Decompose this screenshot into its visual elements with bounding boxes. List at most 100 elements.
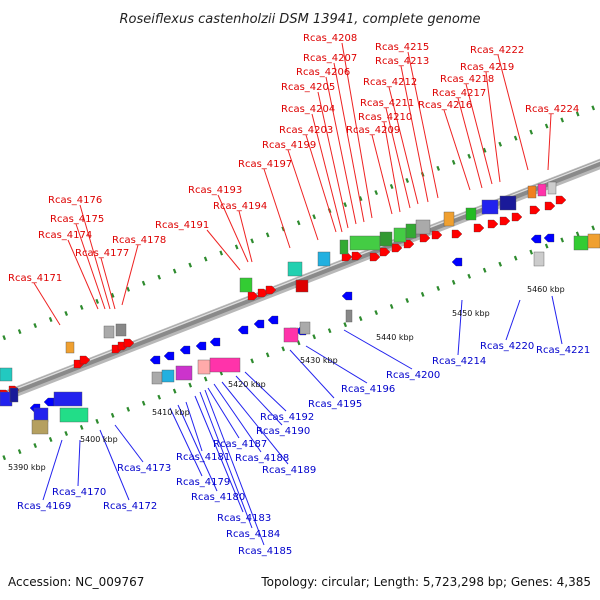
track-tick xyxy=(312,214,317,220)
track-tick xyxy=(389,304,394,310)
track-tick xyxy=(203,256,208,262)
forward-gene-arrow xyxy=(247,291,259,301)
track-tick xyxy=(250,358,255,364)
track-tick xyxy=(48,317,53,322)
gene-label: Rcas_4174 xyxy=(38,230,92,241)
gene-label: Rcas_4184 xyxy=(226,529,280,540)
track-tick xyxy=(498,261,503,267)
track-tick xyxy=(405,177,410,183)
leader-line xyxy=(199,391,253,529)
track-tick xyxy=(33,323,38,329)
scale-labels: 5390 kbp 5400 kbp 5410 kbp 5420 kbp 5430 kbp… xyxy=(8,285,565,472)
gene-label: Rcas_4194 xyxy=(213,201,267,212)
forward-gene-arrow xyxy=(403,239,415,249)
dotted-tracks xyxy=(2,105,596,461)
gene-label: Rcas_4199 xyxy=(262,140,316,151)
track-tick xyxy=(157,274,162,280)
leader-line xyxy=(244,371,287,412)
forward-gene-arrow xyxy=(529,205,541,215)
track-tick xyxy=(188,382,193,388)
leader-line xyxy=(383,121,401,213)
gene-label: Rcas_4204 xyxy=(281,104,335,115)
gene-block xyxy=(31,419,49,435)
track-tick xyxy=(591,225,596,231)
track-tick xyxy=(157,394,162,400)
gene-label: Rcas_4205 xyxy=(281,82,335,93)
leader-line xyxy=(177,404,218,492)
gene-block xyxy=(161,369,175,383)
track-tick xyxy=(126,286,131,292)
forward-gene-arrow xyxy=(391,243,403,253)
track-tick xyxy=(64,310,69,316)
track-tick xyxy=(188,262,193,268)
gene-block xyxy=(405,223,417,239)
gene-block xyxy=(317,251,331,267)
leader-line xyxy=(217,194,249,263)
track-tick xyxy=(2,455,7,461)
track-tick xyxy=(203,376,208,382)
gene-label: Rcas_4191 xyxy=(155,220,209,231)
gene-block xyxy=(103,325,115,339)
gene-label: Rcas_4203 xyxy=(279,125,333,136)
leader-line xyxy=(221,381,289,465)
track-tick xyxy=(2,335,7,341)
gene-block xyxy=(587,233,600,249)
scale-label: 5390 kbp xyxy=(8,463,46,472)
leader-line xyxy=(457,299,463,356)
forward-gene-arrow xyxy=(473,223,485,233)
reverse-gene-arrow xyxy=(267,315,279,325)
track-tick xyxy=(172,268,177,274)
leader-line xyxy=(333,62,365,223)
gene-block xyxy=(379,231,393,247)
leader-line xyxy=(79,204,111,310)
track-tick xyxy=(575,231,580,237)
reverse-gene-arrow xyxy=(543,233,555,243)
gene-label: Rcas_4221 xyxy=(536,345,590,356)
leader-line xyxy=(371,134,393,215)
reverse-gene-arrow xyxy=(149,355,161,365)
gene-label: Rcas_4219 xyxy=(460,62,514,73)
gene-label: Rcas_4180 xyxy=(191,492,245,503)
leader-line xyxy=(185,401,203,452)
gene-block xyxy=(415,219,431,235)
reverse-gene-arrow xyxy=(253,319,265,329)
leader-line xyxy=(99,429,130,501)
leader-line xyxy=(485,71,501,183)
gene-label: Rcas_4224 xyxy=(525,104,579,115)
gene-block xyxy=(295,279,309,293)
gene-block xyxy=(465,207,477,221)
track-tick xyxy=(95,418,100,424)
track-tick xyxy=(64,430,69,436)
gene-block xyxy=(0,367,13,382)
gene-label: Rcas_4172 xyxy=(103,501,157,512)
gene-block xyxy=(299,321,311,335)
forward-gene-arrow xyxy=(369,252,381,262)
leader-line xyxy=(100,257,116,310)
scale-label: 5460 kbp xyxy=(527,285,565,294)
gene-label: Rcas_4197 xyxy=(238,159,292,170)
scale-label: 5440 kbp xyxy=(376,333,414,342)
gene-label: Rcas_4175 xyxy=(50,214,104,225)
track-tick xyxy=(467,153,472,159)
leader-line xyxy=(547,113,552,171)
leader-line xyxy=(121,244,139,306)
track-tick xyxy=(250,238,255,244)
gene-label: Rcas_4213 xyxy=(375,56,429,67)
gene-block xyxy=(115,323,127,337)
gene-label: Rcas_4177 xyxy=(75,248,129,259)
track-tick xyxy=(498,141,503,147)
forward-gene-arrow xyxy=(555,195,567,205)
gene-label: Rcas_4183 xyxy=(217,513,271,524)
gene-block xyxy=(65,341,75,354)
gene-block xyxy=(499,195,517,211)
track-tick xyxy=(513,255,518,261)
track-tick xyxy=(389,184,394,190)
track-tick xyxy=(265,232,270,238)
track-tick xyxy=(126,406,131,412)
gene-label: Rcas_4214 xyxy=(432,356,486,367)
gene-block xyxy=(547,181,557,195)
track-tick xyxy=(544,243,549,249)
reverse-gene-arrow xyxy=(179,345,191,355)
gene-label: Rcas_4181 xyxy=(176,452,230,463)
gene-block xyxy=(283,327,299,343)
